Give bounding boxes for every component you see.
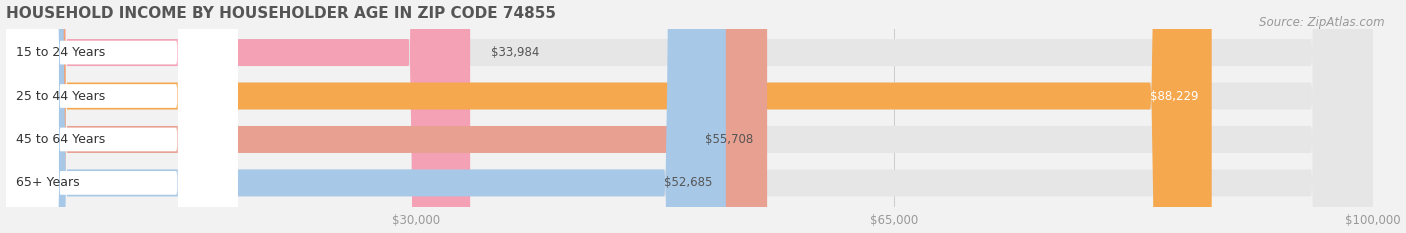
- FancyBboxPatch shape: [6, 0, 1372, 233]
- Text: 15 to 24 Years: 15 to 24 Years: [17, 46, 105, 59]
- FancyBboxPatch shape: [6, 0, 725, 233]
- Text: $88,229: $88,229: [1150, 89, 1198, 103]
- FancyBboxPatch shape: [6, 0, 1372, 233]
- FancyBboxPatch shape: [0, 0, 238, 233]
- Text: 45 to 64 Years: 45 to 64 Years: [17, 133, 105, 146]
- Text: Source: ZipAtlas.com: Source: ZipAtlas.com: [1260, 16, 1385, 29]
- Text: 65+ Years: 65+ Years: [17, 176, 80, 189]
- FancyBboxPatch shape: [0, 0, 238, 233]
- FancyBboxPatch shape: [0, 0, 238, 233]
- Text: $52,685: $52,685: [664, 176, 711, 189]
- FancyBboxPatch shape: [6, 0, 1212, 233]
- FancyBboxPatch shape: [6, 0, 1372, 233]
- FancyBboxPatch shape: [6, 0, 768, 233]
- Text: $55,708: $55,708: [706, 133, 754, 146]
- Text: 25 to 44 Years: 25 to 44 Years: [17, 89, 105, 103]
- FancyBboxPatch shape: [6, 0, 470, 233]
- FancyBboxPatch shape: [6, 0, 1372, 233]
- FancyBboxPatch shape: [0, 0, 238, 233]
- Text: $33,984: $33,984: [491, 46, 538, 59]
- Text: HOUSEHOLD INCOME BY HOUSEHOLDER AGE IN ZIP CODE 74855: HOUSEHOLD INCOME BY HOUSEHOLDER AGE IN Z…: [6, 6, 555, 21]
